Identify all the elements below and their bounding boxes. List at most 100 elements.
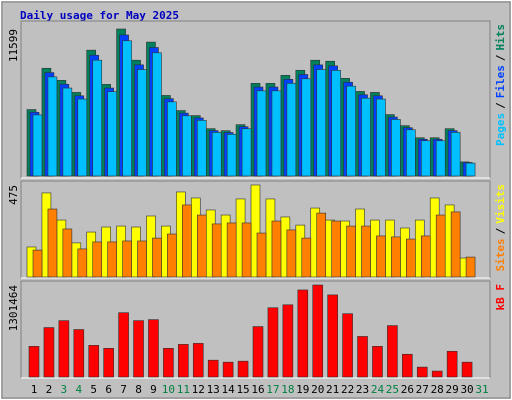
bar (252, 326, 264, 378)
bar (196, 120, 207, 177)
bar (237, 360, 249, 378)
x-tick-label: 8 (135, 383, 142, 396)
bar (301, 237, 312, 278)
x-tick-label: 31 (475, 383, 488, 396)
bar (182, 115, 192, 177)
bar (465, 256, 476, 278)
bar (450, 132, 461, 177)
bar (148, 319, 159, 378)
y-tick-label: 1301464 (7, 285, 20, 332)
bar (416, 366, 428, 378)
bar (297, 289, 309, 378)
x-tick-label: 1 (31, 383, 38, 396)
bar (282, 304, 294, 378)
bar (271, 220, 282, 278)
bar (77, 248, 88, 278)
bar (450, 211, 461, 278)
x-tick-label: 27 (416, 383, 429, 396)
legend-entry: kB F (494, 284, 507, 311)
x-tick-label: 20 (311, 383, 324, 396)
bar (387, 325, 398, 378)
bar (62, 228, 73, 278)
legend-separator: / (494, 54, 507, 61)
bar (286, 83, 297, 177)
legend-entry: Hits (494, 24, 507, 51)
bar (32, 249, 43, 278)
x-tick-label: 12 (192, 383, 205, 396)
bar (92, 59, 103, 177)
bar (286, 229, 297, 278)
bar (137, 240, 147, 278)
chart-title: Daily usage for May 2025 (20, 9, 179, 22)
bar (77, 98, 88, 177)
legend-entry: Files (494, 65, 507, 98)
x-tick-label: 28 (431, 383, 444, 396)
bar (62, 87, 73, 177)
bar (211, 132, 222, 177)
bar (402, 353, 413, 378)
x-tick-label: 29 (446, 383, 459, 396)
bar (167, 233, 177, 278)
bar (465, 162, 476, 177)
bar (376, 235, 386, 278)
bar (342, 313, 353, 378)
legend: Pages / Files / Hits (494, 24, 507, 146)
x-tick-label: 19 (296, 383, 309, 396)
bar (211, 223, 222, 278)
bar (118, 312, 129, 378)
bar (346, 85, 356, 177)
x-tick-label: 17 (266, 383, 279, 396)
bar (192, 343, 204, 378)
bar (92, 241, 103, 278)
x-tick-label: 11 (177, 383, 190, 396)
bar (461, 361, 473, 378)
bar (372, 346, 383, 378)
bar (241, 128, 252, 177)
bar (107, 91, 117, 177)
bar (226, 222, 237, 278)
bar (58, 320, 70, 378)
bar (420, 140, 431, 177)
bar (406, 129, 416, 177)
bar (122, 240, 132, 278)
bar (301, 78, 312, 177)
bar (316, 212, 327, 278)
bar (435, 140, 446, 177)
bar (47, 76, 58, 177)
bar (357, 336, 368, 378)
legend-separator: / (494, 102, 507, 109)
bar (222, 361, 234, 378)
bar (167, 101, 177, 177)
bar (435, 214, 446, 278)
bar (256, 232, 267, 278)
x-tick-label: 30 (460, 383, 473, 396)
bar (327, 294, 338, 378)
bar (152, 237, 162, 278)
legend: kB F (494, 284, 507, 311)
x-tick-label: 21 (326, 383, 339, 396)
bar (446, 350, 458, 378)
x-tick-label: 15 (236, 383, 249, 396)
x-tick-label: 7 (120, 383, 127, 396)
bar (43, 327, 55, 378)
bar (178, 344, 189, 378)
bar (226, 134, 237, 177)
bar (312, 284, 324, 378)
x-tick-label: 25 (386, 383, 399, 396)
x-tick-label: 5 (90, 383, 97, 396)
x-tick-label: 14 (222, 383, 236, 396)
legend-entry: Visits (494, 184, 507, 224)
x-tick-label: 13 (207, 383, 220, 396)
bar (207, 359, 219, 378)
bar (346, 225, 356, 278)
bar (256, 90, 267, 177)
bar (122, 40, 132, 177)
bar (163, 348, 174, 378)
bar (331, 220, 341, 278)
bar (152, 52, 162, 177)
bar (241, 222, 252, 278)
x-tick-label: 10 (162, 383, 175, 396)
bar (182, 204, 192, 278)
